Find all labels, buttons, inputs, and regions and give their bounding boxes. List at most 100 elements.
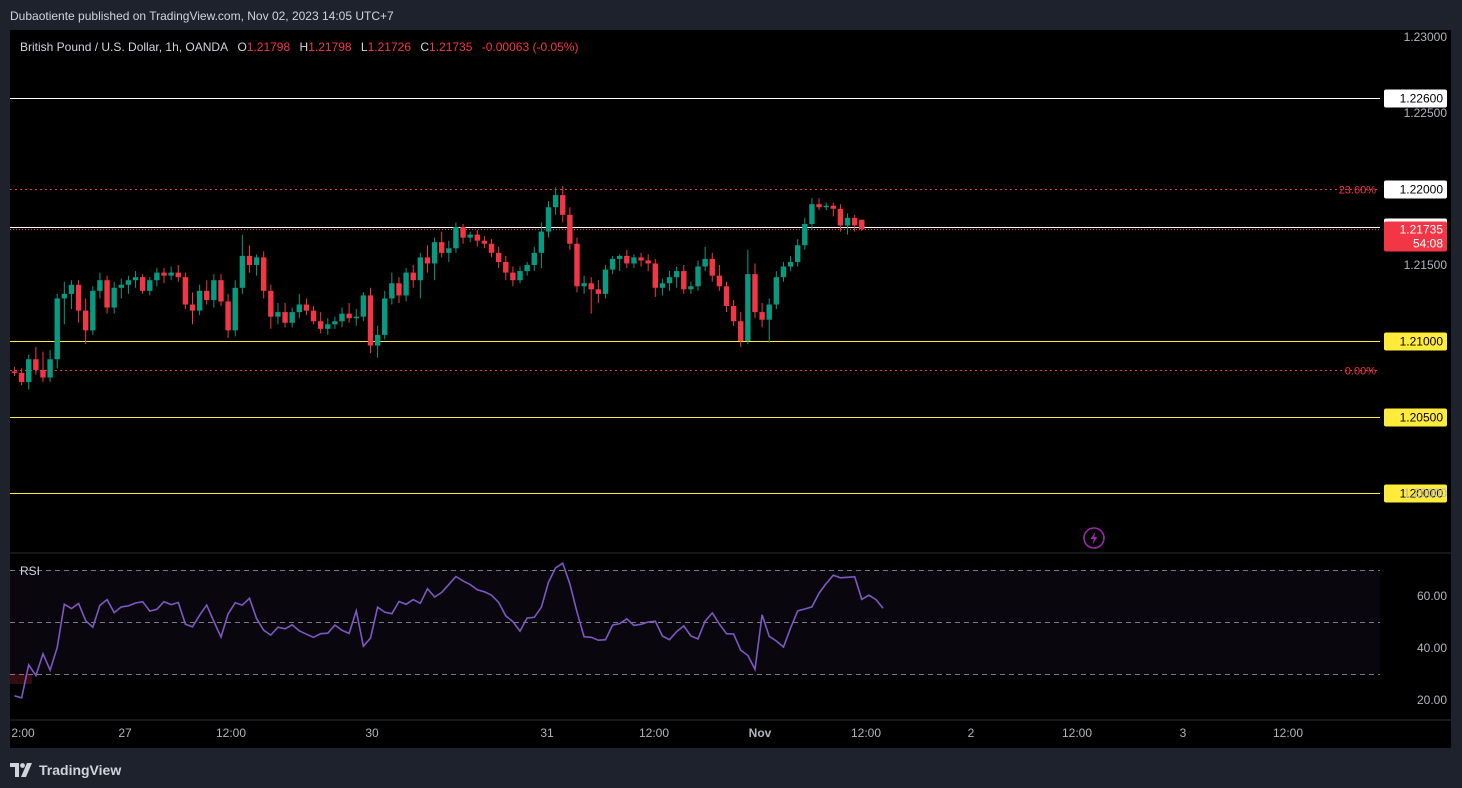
candle-body-101 — [730, 306, 737, 322]
candle-body-16 — [125, 280, 132, 285]
candle-body-46 — [339, 313, 345, 322]
candle-body-15 — [118, 284, 124, 288]
tradingview-logo[interactable]: TradingView — [10, 761, 121, 779]
x-tick-7: 12:00 — [851, 726, 881, 740]
chart-frame[interactable]: 1.226001.217501.210001.205001.2000023.60… — [10, 30, 1451, 748]
candle-body-113 — [816, 204, 822, 208]
candle-body-98 — [709, 258, 715, 276]
candle-body-107 — [773, 277, 780, 305]
candle-body-89 — [645, 260, 651, 264]
candle-body-3 — [33, 359, 39, 370]
price-tick-0: 1.20000 — [1404, 486, 1448, 500]
candle-body-44 — [325, 324, 331, 329]
candle-body-115 — [830, 205, 836, 209]
candle-body-48 — [353, 316, 359, 319]
candle-body-1 — [18, 372, 25, 383]
legend-high: 1.21798 — [308, 40, 352, 54]
candle-body-83 — [602, 269, 609, 294]
x-tick-0: 2:00 — [11, 726, 35, 740]
candle-body-71 — [517, 271, 523, 281]
candle-body-58 — [424, 257, 431, 264]
candle-body-69 — [503, 261, 509, 273]
lightning-icon[interactable] — [1083, 527, 1105, 549]
chart-canvas[interactable]: 1.226001.217501.210001.205001.2000023.60… — [10, 30, 1451, 748]
candle-body-59 — [431, 242, 438, 264]
candle-body-45 — [332, 321, 338, 325]
candle-body-24 — [182, 277, 189, 305]
candle-body-51 — [374, 334, 381, 346]
candle-body-104 — [752, 274, 758, 313]
candle-body-26 — [196, 290, 203, 311]
bottom-bar — [0, 752, 1462, 788]
candle-body-95 — [688, 286, 694, 290]
candle-body-52 — [382, 298, 388, 335]
candle-body-70 — [510, 272, 516, 281]
price-tick-3: 1.23000 — [1404, 30, 1448, 44]
candle-body-97 — [702, 258, 708, 267]
candle-body-82 — [595, 289, 602, 294]
candle-body-62 — [453, 227, 459, 249]
x-tick-8: 2 — [968, 726, 975, 740]
candle-body-84 — [609, 258, 616, 270]
fib-label-0: 23.60% — [1339, 185, 1377, 197]
legend-open: 1.21798 — [246, 40, 291, 54]
candle-body-63 — [460, 227, 466, 238]
price-tick-1: 1.21500 — [1404, 258, 1448, 272]
candle-body-116 — [837, 208, 844, 226]
candle-body-27 — [204, 290, 210, 300]
candle-body-117 — [844, 217, 851, 226]
x-tick-11: 12:00 — [1273, 726, 1303, 740]
candle-body-72 — [524, 265, 530, 272]
level-label-3: 1.20500 — [1400, 411, 1444, 425]
candle-body-17 — [132, 277, 139, 281]
candle-body-13 — [104, 280, 110, 308]
candle-body-43 — [317, 321, 324, 329]
candle-body-90 — [652, 263, 658, 288]
legend-low: 1.21726 — [367, 40, 411, 54]
candle-body-34 — [253, 257, 260, 265]
candle-body-42 — [310, 310, 317, 322]
candle-body-2 — [26, 359, 32, 383]
tradingview-brand: TradingView — [39, 762, 122, 778]
rsi-tick-1: 40.00 — [1417, 641, 1447, 655]
candle-body-14 — [111, 287, 117, 308]
candle-body-119 — [859, 219, 865, 230]
current-price-countdown: 54:08 — [1413, 237, 1443, 251]
candle-body-110 — [795, 245, 801, 262]
candle-body-76 — [552, 195, 559, 208]
candle-body-23 — [175, 272, 181, 278]
x-tick-9: 12:00 — [1062, 726, 1092, 740]
candle-body-29 — [218, 280, 224, 302]
candle-body-85 — [617, 255, 623, 259]
candle-body-37 — [275, 312, 281, 317]
legend-close: 1.21735 — [429, 40, 473, 54]
x-tick-3: 30 — [365, 726, 379, 740]
candle-body-77 — [560, 195, 566, 215]
legend-high-label: H — [299, 40, 309, 54]
candle-body-36 — [268, 290, 274, 317]
candle-body-118 — [851, 217, 858, 226]
candle-body-56 — [410, 272, 416, 281]
candle-body-108 — [780, 266, 787, 278]
candle-body-5 — [47, 359, 53, 378]
x-tick-5: 12:00 — [639, 726, 669, 740]
candle-body-91 — [659, 283, 666, 288]
level-badge-3 — [1384, 408, 1447, 427]
candle-body-57 — [417, 257, 424, 281]
legend-open-label: O — [237, 40, 247, 54]
candle-body-64 — [467, 234, 473, 238]
candle-body-81 — [588, 283, 594, 290]
tradingview-logo-icon — [10, 763, 32, 777]
legend-close-label: C — [420, 40, 430, 54]
legend-change: -0.00063 (-0.05%) — [481, 40, 579, 54]
candle-body-41 — [303, 304, 310, 311]
top-bar: Dubaotiente published on TradingView.com… — [0, 0, 1462, 30]
candle-body-7 — [61, 293, 68, 299]
candle-body-106 — [766, 304, 772, 320]
published-info: Dubaotiente published on TradingView.com… — [10, 9, 394, 23]
candle-body-114 — [823, 205, 829, 208]
level-badge-0 — [1384, 89, 1447, 108]
candle-body-73 — [531, 252, 537, 265]
candle-body-60 — [439, 242, 445, 253]
candle-body-53 — [389, 283, 395, 299]
